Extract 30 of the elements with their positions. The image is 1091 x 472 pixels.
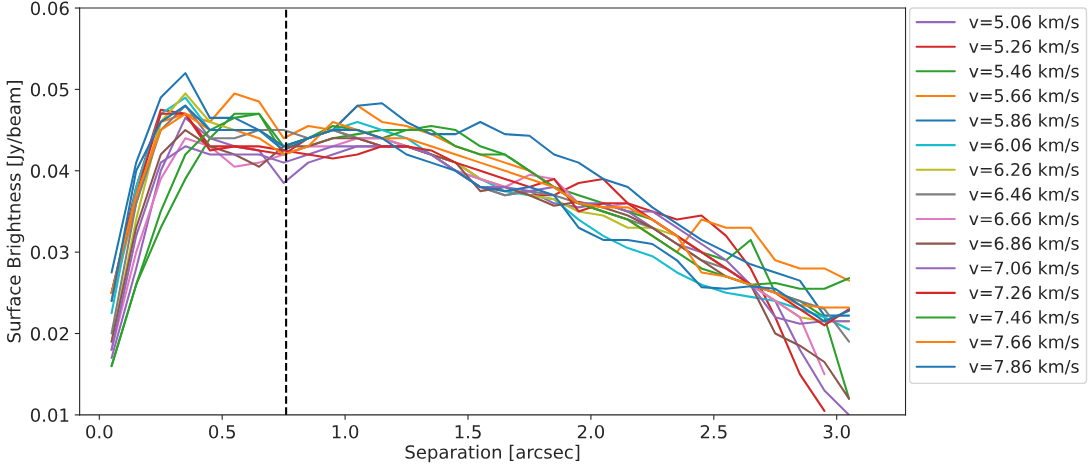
legend-label: v=7.06 km/s bbox=[969, 261, 1079, 276]
x-tick-label: 2.0 bbox=[577, 424, 605, 439]
legend-label: v=5.86 km/s bbox=[969, 113, 1079, 129]
x-tick-label: 1.5 bbox=[455, 425, 481, 439]
legend-label: v=6.26 km/s bbox=[969, 162, 1079, 178]
legend-label: v=5.66 km/s bbox=[969, 88, 1079, 104]
y-tick-label: 0.04 bbox=[30, 164, 69, 178]
y-tick-label: 0.06 bbox=[30, 1, 69, 16]
legend-label: v=7.46 km/s bbox=[969, 310, 1079, 326]
y-tick-label: 0.02 bbox=[30, 326, 69, 341]
x-tick-label: 1.0 bbox=[332, 424, 359, 439]
legend-label: v=6.46 km/s bbox=[969, 187, 1079, 203]
legend-label: v=6.86 km/s bbox=[969, 236, 1079, 252]
legend-label: v=7.86 km/s bbox=[969, 359, 1079, 375]
y-tick-label: 0.03 bbox=[30, 245, 69, 260]
y-axis-title: Surface Brightness [Jy/beam] bbox=[6, 81, 25, 343]
x-axis-title: Separation [arcsec] bbox=[405, 444, 580, 463]
x-tick-label: 2.5 bbox=[700, 424, 727, 439]
x-tick-label: 3.0 bbox=[823, 424, 850, 439]
x-tick-label: 0.0 bbox=[86, 424, 113, 439]
y-tick-label: 0.01 bbox=[30, 408, 69, 422]
legend-label: v=5.46 km/s bbox=[969, 64, 1079, 79]
legend-label: v=5.26 km/s bbox=[969, 39, 1079, 55]
y-tick-label: 0.05 bbox=[30, 82, 69, 97]
legend-label: v=6.66 km/s bbox=[969, 211, 1079, 227]
legend-label: v=7.66 km/s bbox=[969, 334, 1079, 350]
legend-label: v=6.06 km/s bbox=[969, 138, 1079, 153]
x-tick-label: 0.5 bbox=[209, 424, 235, 439]
legend-label: v=7.26 km/s bbox=[969, 285, 1079, 301]
legend-label: v=5.06 km/s bbox=[969, 14, 1079, 30]
